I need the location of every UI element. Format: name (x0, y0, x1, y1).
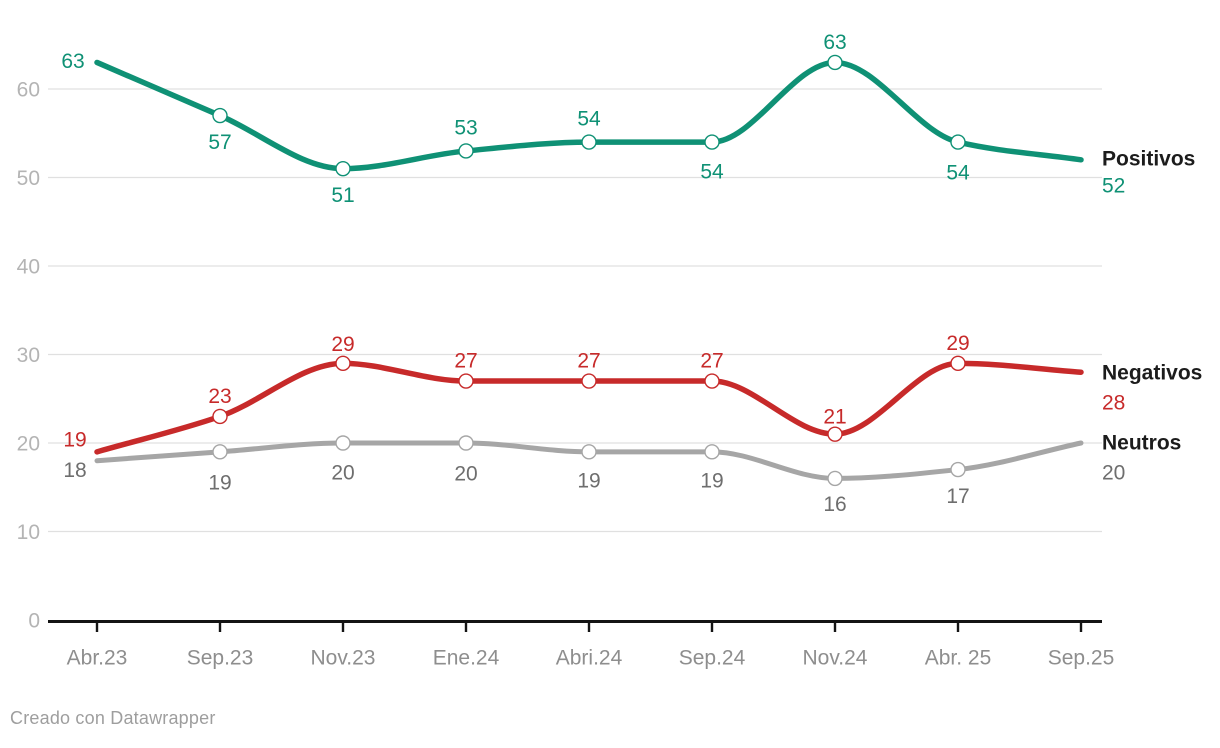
data-point-marker (335, 160, 351, 177)
x-axis-tick-label: Sep.25 (1048, 647, 1115, 670)
data-point-marker (704, 444, 720, 460)
data-point-marker (827, 426, 843, 442)
data-point-marker (950, 134, 966, 150)
value-label: 51 (331, 184, 354, 207)
x-axis-tick-label: Nov.24 (803, 647, 868, 670)
y-axis-tick-label: 40 (17, 256, 40, 279)
value-label: 21 (823, 406, 846, 429)
value-label: 19 (700, 469, 723, 492)
value-label: 17 (946, 485, 969, 508)
value-label: 16 (823, 493, 846, 516)
value-label: 27 (700, 350, 723, 373)
x-axis-tick-label: Sep.24 (679, 647, 746, 670)
data-point-marker (458, 435, 474, 451)
x-axis-tick-label: Ene.24 (433, 647, 500, 670)
y-axis-tick-label: 0 (28, 610, 40, 633)
legend-value-negativos: 28 (1102, 392, 1125, 415)
datawrapper-credit: Creado con Datawrapper (10, 708, 216, 728)
legend-value-neutros: 20 (1102, 462, 1125, 485)
value-label: 29 (331, 333, 354, 356)
data-point-marker (950, 355, 966, 372)
value-label: 19 (63, 428, 86, 451)
legend-name-neutros: Neutros (1102, 432, 1181, 455)
value-label: 20 (331, 462, 354, 485)
data-point-marker (458, 373, 474, 389)
legend-value-positivos: 52 (1102, 175, 1125, 198)
data-point-marker (212, 408, 228, 425)
data-point-marker (704, 373, 720, 389)
data-point-marker (581, 373, 597, 389)
data-point-marker (827, 470, 843, 487)
value-label: 63 (61, 50, 84, 73)
data-point-marker (212, 444, 228, 460)
value-label: 54 (577, 108, 601, 131)
value-label: 54 (700, 161, 724, 184)
value-label: 29 (946, 332, 969, 355)
y-axis-tick-label: 30 (17, 344, 40, 367)
x-axis-tick-label: Sep.23 (187, 647, 254, 670)
value-label: 23 (208, 385, 231, 408)
data-point-marker (581, 134, 597, 150)
x-axis-tick-label: Abr.23 (67, 647, 128, 670)
data-point-marker (458, 143, 474, 159)
legend-name-positivos: Positivos (1102, 148, 1195, 171)
value-label: 54 (946, 162, 970, 185)
value-label: 53 (454, 116, 477, 139)
y-axis-tick-label: 50 (17, 167, 40, 190)
x-axis-tick-label: Abr. 25 (925, 647, 992, 670)
y-axis-tick-label: 60 (17, 79, 40, 102)
data-point-marker (827, 54, 843, 71)
value-label: 63 (823, 31, 846, 54)
data-point-marker (950, 461, 966, 478)
value-label: 19 (577, 469, 600, 492)
y-axis-tick-label: 20 (17, 433, 40, 456)
value-label: 18 (63, 459, 86, 482)
x-axis-tick-label: Nov.23 (311, 647, 376, 670)
y-axis-tick-label: 10 (17, 521, 40, 544)
legend-name-negativos: Negativos (1102, 362, 1202, 385)
value-label: 27 (577, 350, 600, 373)
value-label: 27 (454, 350, 477, 373)
x-axis-tick-label: Abri.24 (556, 647, 623, 670)
data-point-marker (704, 134, 720, 150)
value-label: 57 (208, 131, 231, 154)
data-point-marker (335, 435, 351, 451)
data-point-marker (335, 355, 351, 372)
value-label: 20 (454, 463, 477, 486)
data-point-marker (581, 444, 597, 460)
value-label: 19 (208, 471, 231, 494)
data-point-marker (212, 107, 228, 124)
